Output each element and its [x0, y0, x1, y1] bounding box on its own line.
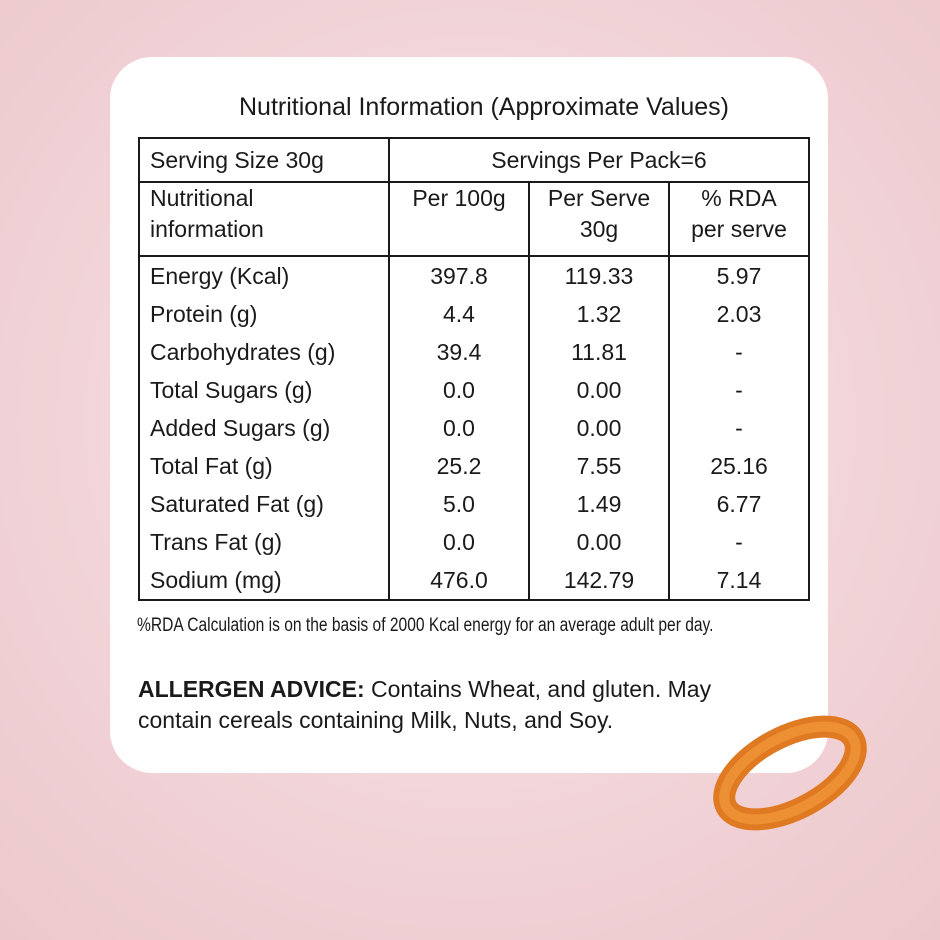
nutrition-card: Nutritional Information (Approximate Val… [110, 57, 828, 773]
nutrient-row: Added Sugars (g) 0.0 0.00- [138, 409, 810, 447]
nutrient-value: 0.0 [388, 409, 530, 447]
header-line: 30g [579, 216, 619, 242]
nutrition-table: Serving Size 30g Servings Per Pack=6 Nut… [138, 137, 810, 601]
nutrient-value: 25.2 [388, 447, 530, 485]
nutrient-value: 0.00 [528, 523, 670, 561]
nutrient-row: Energy (Kcal) 397.8 119.33 5.97 [138, 256, 810, 295]
nutrient-name: Total Sugars (g) [138, 371, 390, 409]
nutrient-name: Added Sugars (g) [138, 409, 390, 447]
nutrient-value: 7.55 [528, 447, 670, 485]
allergen-text: Contains Wheat, and gluten. May contain … [138, 676, 712, 733]
nutrient-row: Sodium (mg) 476.0 142.79 7.14 [138, 561, 810, 601]
nutrient-name: Energy (Kcal) [138, 256, 390, 295]
serving-row: Serving Size 30g Servings Per Pack=6 [138, 137, 810, 183]
header-line: information [150, 216, 264, 242]
header-line: Per 100g [412, 185, 506, 211]
nutrient-value: 0.00 [528, 371, 670, 409]
nutrient-name: Saturated Fat (g) [138, 485, 390, 523]
nutrient-name: Carbohydrates (g) [138, 333, 390, 371]
nutrient-value: 6.77 [668, 485, 810, 523]
nutrient-row: Trans Fat (g) 0.0 0.00- [138, 523, 810, 561]
nutrient-name: Trans Fat (g) [138, 523, 390, 561]
nutrient-value: 7.14 [668, 561, 810, 601]
column-header: % RDA per serve [668, 181, 810, 257]
nutrient-value: 25.16 [668, 447, 810, 485]
snack-highlight [719, 721, 861, 825]
serving-size: Serving Size 30g [138, 137, 390, 183]
nutrient-value: 142.79 [528, 561, 670, 601]
nutrient-value: - [668, 371, 810, 409]
nutrient-value: 4.4 [388, 295, 530, 333]
title: Nutritional Information (Approximate Val… [238, 93, 730, 121]
nutrient-row: Saturated Fat (g) 5.0 1.49 6.77 [138, 485, 810, 523]
nutrient-value: 397.8 [388, 256, 530, 295]
nutrient-value: 5.97 [668, 256, 810, 295]
nutrient-name: Total Fat (g) [138, 447, 390, 485]
header-row: Nutritional information Per 100g Per Serve 3… [138, 181, 810, 257]
header-line: % RDA [701, 185, 777, 211]
column-header: Per 100g [388, 181, 530, 257]
nutrient-value: - [668, 409, 810, 447]
nutrient-name: Sodium (mg) [138, 561, 390, 601]
allergen-label: ALLERGEN ADVICE: [138, 676, 365, 702]
nutrient-row: Total Fat (g) 25.2 7.55 25.16 [138, 447, 810, 485]
nutrient-row: Carbohydrates (g) 39.4 11.81- [138, 333, 810, 371]
header-line: Nutritional [150, 185, 254, 211]
nutrient-value: - [668, 523, 810, 561]
nutrient-value: 5.0 [388, 485, 530, 523]
column-header: Nutritional information [138, 181, 390, 257]
nutrient-row: Protein (g) 4.4 1.32 2.03 [138, 295, 810, 333]
header-line: Per Serve [547, 185, 651, 211]
nutrient-value: 1.32 [528, 295, 670, 333]
nutrient-value: 476.0 [388, 561, 530, 601]
nutrient-value: 39.4 [388, 333, 530, 371]
nutrient-value: - [668, 333, 810, 371]
servings-per-pack: Servings Per Pack=6 [388, 137, 810, 183]
snack-image [713, 715, 867, 831]
nutrient-value: 2.03 [668, 295, 810, 333]
nutrient-value: 119.33 [528, 256, 670, 295]
nutrient-name: Protein (g) [138, 295, 390, 333]
allergen-advice: ALLERGEN ADVICE: Contains Wheat, and glu… [138, 674, 788, 736]
column-header: Per Serve 30g [528, 181, 670, 257]
header-line: per serve [691, 216, 787, 242]
nutrient-value: 1.49 [528, 485, 670, 523]
nutrient-row: Total Sugars (g) 0.0 0.00- [138, 371, 810, 409]
nutrient-value: 11.81 [528, 333, 670, 371]
footnote: %RDA Calculation is on the basis of 2000… [137, 615, 714, 636]
nutrient-value: 0.0 [388, 523, 530, 561]
nutrient-value: 0.00 [528, 409, 670, 447]
nutrient-value: 0.0 [388, 371, 530, 409]
